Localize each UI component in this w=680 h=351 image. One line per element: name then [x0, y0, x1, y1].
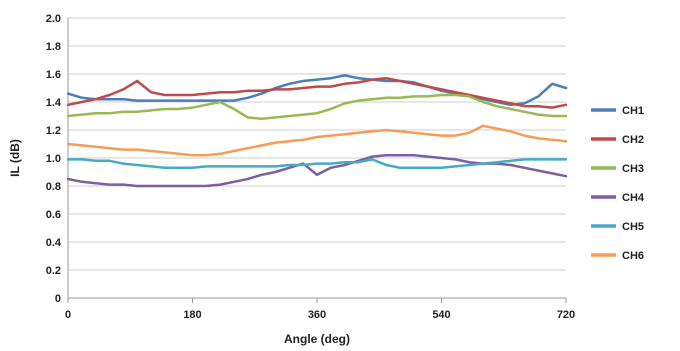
series-line-ch2: [66, 76, 568, 109]
y-axis-title: IL (dB): [8, 139, 22, 177]
x-tick-label: 180: [183, 309, 201, 321]
y-tick-label: 0.4: [46, 237, 62, 249]
series-lines: [66, 74, 568, 188]
legend-label: CH6: [622, 250, 644, 262]
series-line-ch3: [66, 93, 568, 121]
series-line-ch5: [66, 158, 568, 170]
series-line-ch1: [66, 74, 568, 107]
x-tick-label: 0: [65, 309, 71, 321]
y-tick-label: 0: [55, 293, 61, 305]
legend: CH1 CH2 CH3 CH4 CH5 CH6: [591, 105, 645, 262]
y-tick-label: 1.0: [46, 153, 61, 165]
y-tick-label: 1.8: [46, 41, 61, 53]
axes: 0 0.2 0.4 0.6 0.8 1.0 1.2 1.4 1.6 1.8 2.0 0 180 360 54…: [46, 13, 575, 321]
y-tick-label: 0.6: [46, 209, 61, 221]
x-tick-label: 360: [308, 309, 326, 321]
y-tick-label: 1.6: [46, 69, 61, 81]
legend-label: CH4: [622, 192, 645, 204]
series-line-ch6: [66, 124, 568, 157]
series-line-ch4: [66, 153, 568, 188]
y-tick-label: 1.2: [46, 125, 61, 137]
y-tick-label: 0.8: [46, 181, 61, 193]
x-axis-title: Angle (deg): [284, 332, 350, 346]
y-tick-label: 2.0: [46, 13, 61, 25]
legend-label: CH3: [622, 163, 644, 175]
y-tick-label: 0.2: [46, 265, 61, 277]
x-tick-label: 540: [432, 309, 450, 321]
legend-label: CH1: [622, 105, 644, 117]
legend-label: CH5: [622, 221, 644, 233]
y-tick-label: 1.4: [46, 97, 62, 109]
gridlines: [68, 17, 566, 271]
x-tick-label: 720: [557, 309, 575, 321]
legend-label: CH2: [622, 134, 644, 146]
